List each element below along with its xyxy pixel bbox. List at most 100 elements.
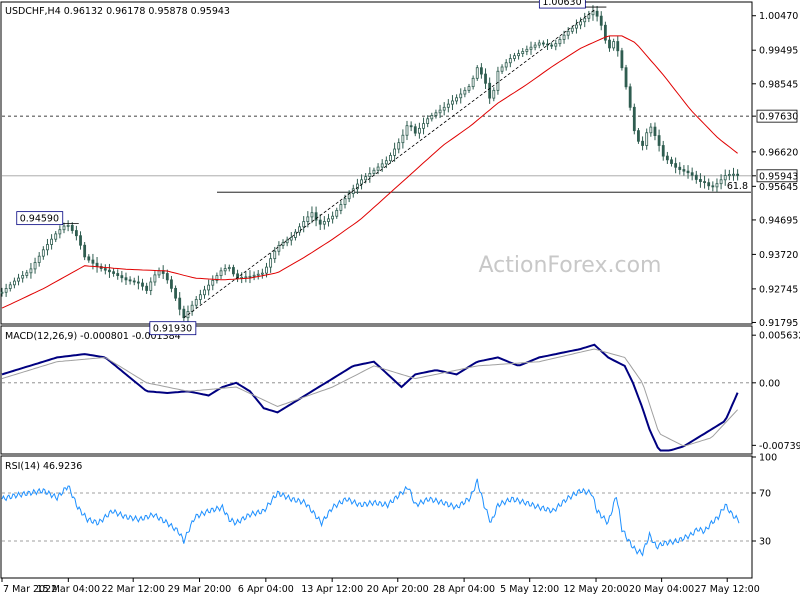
price-y-tick-label: 0.98545 — [759, 79, 798, 90]
candle-body — [384, 160, 388, 165]
candle-body — [252, 274, 256, 277]
price-y-tick-label: 0.95645 — [759, 182, 798, 193]
candle-body — [211, 279, 215, 286]
candle-body — [203, 289, 206, 296]
candle-body — [723, 175, 727, 181]
candle-body — [335, 209, 339, 217]
candle-body — [41, 249, 45, 257]
rsi-panel-frame — [0, 455, 753, 579]
rsi-y-tick-label: 100 — [759, 453, 777, 464]
price-y-tick-label: 0.99495 — [759, 46, 798, 57]
candle-body — [331, 215, 335, 220]
candle-body — [508, 58, 512, 64]
candle-body — [699, 179, 702, 182]
candle-body — [467, 86, 471, 91]
candle-body — [232, 267, 235, 275]
candle-body — [95, 262, 99, 267]
candle-body — [496, 70, 500, 91]
candle-body — [533, 44, 537, 48]
candle-body — [314, 212, 318, 221]
candle-body — [455, 97, 458, 102]
candle-body — [74, 230, 78, 237]
candle-body — [612, 41, 616, 49]
candle-body — [306, 216, 310, 222]
candle-body — [174, 287, 177, 299]
candle-body — [285, 239, 289, 244]
candle-body — [219, 270, 223, 277]
candle-body — [459, 93, 463, 99]
candle-body — [657, 135, 661, 146]
candle-body — [686, 170, 690, 174]
price-y-tick-label: 0.94695 — [759, 215, 798, 226]
candle-body — [641, 140, 644, 146]
candle-body — [4, 288, 8, 293]
x-tick-label: 22 Mar 12:00 — [101, 584, 164, 595]
x-tick-label: 20 May 04:00 — [629, 584, 694, 595]
candle-body — [322, 221, 326, 225]
candle-body — [665, 155, 669, 161]
candle-body — [393, 148, 397, 156]
candle-body — [595, 10, 599, 17]
candle-body — [227, 267, 231, 269]
macd-line — [1, 343, 739, 452]
candle-body — [87, 256, 91, 261]
candle-body — [223, 268, 227, 272]
rsi-layer — [1, 478, 751, 557]
x-tick-label: 20 Apr 20:00 — [367, 584, 429, 595]
candle-body — [426, 118, 430, 124]
annotation-box — [538, 0, 586, 9]
candle-body — [401, 134, 405, 144]
candle-body — [603, 24, 607, 41]
candle-body — [471, 77, 475, 88]
candle-body — [711, 185, 715, 188]
annotation-label: 0.94590 — [20, 214, 59, 225]
price-y-tick-label: 0.92745 — [759, 284, 798, 295]
annotation-label: 1.00630 — [542, 0, 581, 8]
candle-body — [54, 233, 58, 240]
candle-body — [265, 266, 268, 274]
candle-body — [492, 89, 496, 99]
candle-body — [141, 282, 144, 287]
candle-body — [132, 280, 136, 283]
candle-body — [244, 276, 248, 279]
candle-body — [0, 291, 4, 294]
price-grid: 61.8 — [2, 115, 751, 193]
candle-body — [550, 44, 554, 47]
candle-body — [79, 235, 82, 246]
candle-body — [562, 34, 566, 40]
candle-body — [694, 174, 698, 180]
candle-body — [570, 27, 574, 32]
candle-body — [409, 125, 413, 128]
candle-body — [298, 226, 301, 233]
candle-body — [25, 272, 29, 276]
x-tick-label: 28 Apr 04:00 — [433, 584, 495, 595]
candle-body — [682, 169, 686, 172]
x-tick-label: 29 Mar 20:00 — [168, 584, 231, 595]
candle-body — [504, 62, 508, 68]
candle-body — [343, 198, 347, 205]
candle-body — [587, 14, 591, 19]
candle-body — [157, 270, 161, 276]
candle-body — [418, 127, 421, 134]
moving-average-line — [1, 35, 738, 309]
candle-body — [318, 219, 322, 225]
candle-body — [715, 183, 719, 188]
candle-body — [500, 66, 504, 72]
candle-body — [339, 204, 343, 211]
candle-body — [616, 41, 620, 52]
price-y-tick-label: 1.00470 — [759, 11, 798, 22]
candle-body — [558, 39, 562, 45]
candle-body — [8, 284, 12, 289]
candle-body — [21, 275, 25, 279]
rsi-y-tick-label: 30 — [759, 537, 771, 548]
candle-body — [397, 142, 401, 150]
candle-body — [451, 100, 454, 105]
candle-body — [215, 275, 219, 281]
candle-body — [434, 112, 438, 116]
trend-line — [183, 9, 595, 319]
candle-body — [170, 279, 173, 289]
macd-y-axis: 0.005632 0.00 -0.007395 — [752, 331, 800, 452]
candle-body — [50, 238, 53, 245]
